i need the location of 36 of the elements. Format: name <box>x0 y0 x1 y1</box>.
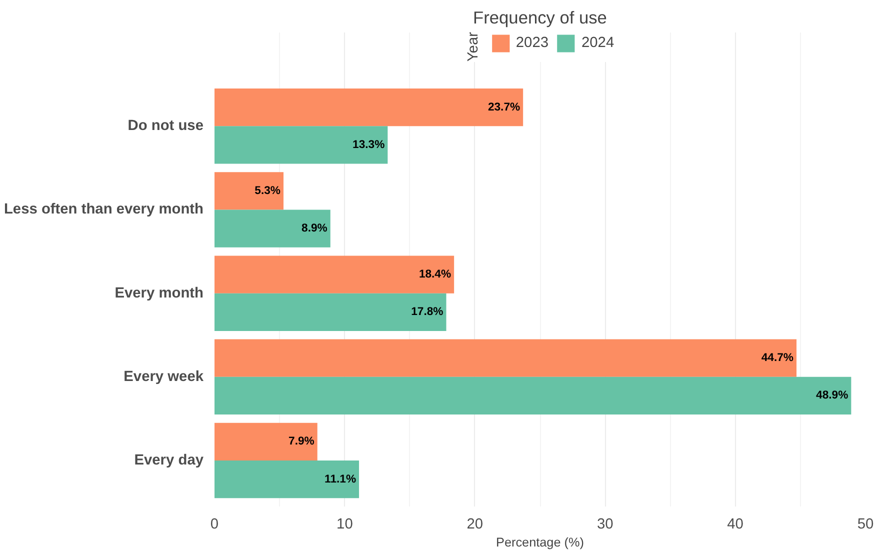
data-label: 8.9% <box>302 222 328 235</box>
data-label: 48.9% <box>816 390 848 402</box>
chart-title: Frequency of use <box>473 8 607 28</box>
legend-title: Year <box>464 32 481 62</box>
data-label: 13.3% <box>352 138 385 151</box>
x-tick-label: 40 <box>727 516 744 532</box>
y-tick-label: Every week <box>124 368 204 385</box>
bar <box>214 293 446 331</box>
data-label: 17.8% <box>411 306 444 318</box>
data-label: 23.7% <box>488 101 520 114</box>
x-tick-label: 30 <box>596 516 614 532</box>
data-label: 44.7% <box>761 352 794 364</box>
bar <box>214 422 318 461</box>
x-tick-label: 20 <box>466 516 484 532</box>
legend-label: 2023 <box>516 35 548 51</box>
bar <box>214 339 796 377</box>
bar <box>214 376 852 415</box>
x-tick-label: 0 <box>210 516 219 532</box>
data-label: 5.3% <box>254 184 281 197</box>
x-axis-title: Percentage (%) <box>496 536 584 550</box>
data-label: 11.1% <box>324 473 356 486</box>
y-tick-label: Less often than every month <box>4 202 204 218</box>
bar <box>214 460 360 498</box>
data-label: 18.4% <box>418 268 452 281</box>
y-tick-label: Every day <box>134 452 204 469</box>
y-tick-label: Every month <box>114 285 204 302</box>
bar <box>214 88 524 126</box>
bar <box>214 210 330 248</box>
x-tick-label: 50 <box>857 516 874 532</box>
y-tick-label: Do not use <box>128 118 204 134</box>
bar <box>214 172 284 210</box>
bar <box>214 126 388 164</box>
x-tick-label: 10 <box>336 516 353 532</box>
legend-label: 2024 <box>582 35 614 51</box>
bar <box>214 256 454 294</box>
data-label: 7.9% <box>288 436 314 448</box>
